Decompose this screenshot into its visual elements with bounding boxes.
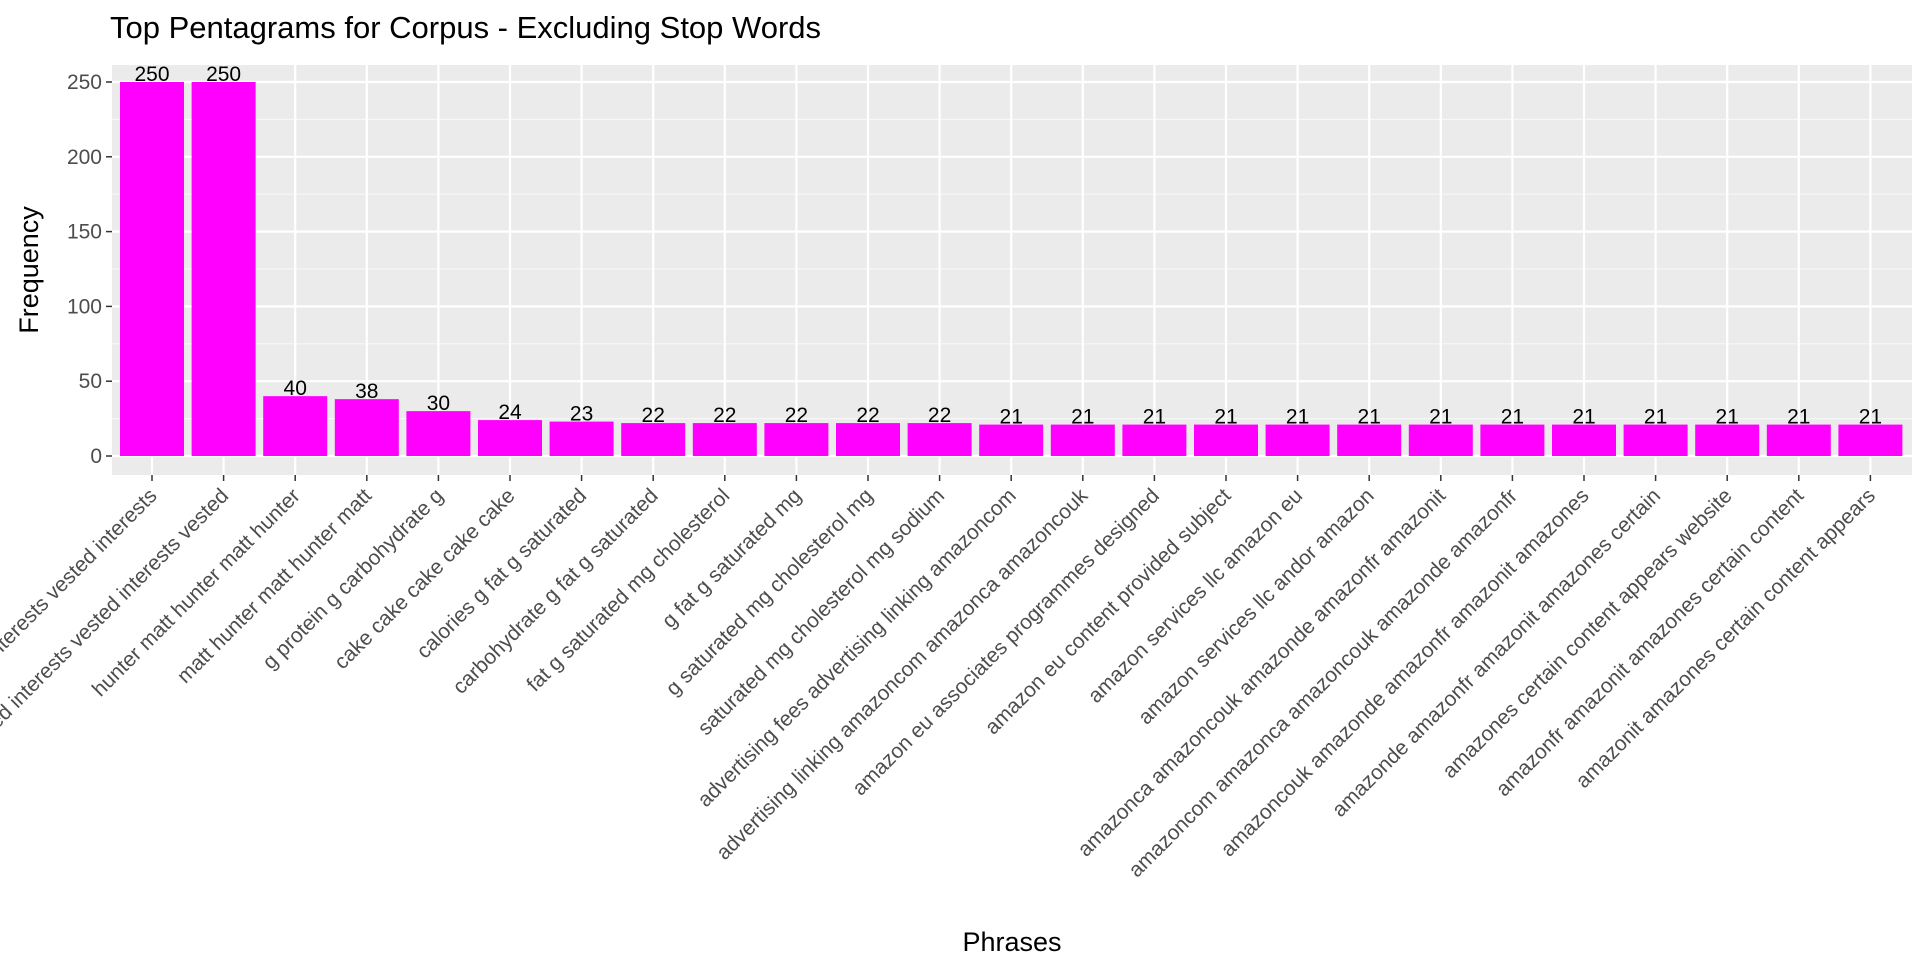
bar-value-label: 40	[284, 377, 307, 400]
bar-value-label: 21	[1214, 406, 1237, 429]
bar	[406, 411, 471, 456]
y-tick-label: 0	[90, 445, 102, 468]
bar-value-label: 21	[1143, 406, 1166, 429]
bar-value-label: 21	[1429, 406, 1452, 429]
bar-value-label: 250	[134, 63, 169, 86]
y-axis-title: Frequency	[14, 206, 44, 334]
bar-value-label: 21	[1716, 406, 1739, 429]
y-tick-label: 200	[67, 146, 102, 169]
x-tick-label: amazonde amazonfr amazonit amazones cert…	[1328, 484, 1665, 821]
x-tick-label: g fat g saturated mg	[658, 484, 806, 632]
bar-value-label: 21	[1787, 406, 1810, 429]
bar-value-label: 250	[206, 63, 241, 86]
bar	[120, 82, 184, 456]
bar-value-label: 22	[642, 404, 665, 427]
bar-value-label: 22	[713, 404, 736, 427]
bar-value-label: 24	[498, 401, 522, 424]
bar	[1337, 424, 1402, 456]
bar	[764, 423, 829, 456]
bar-value-label: 21	[1000, 406, 1023, 429]
bar	[1623, 424, 1688, 456]
bar-value-label: 22	[785, 404, 808, 427]
bar-value-label: 23	[570, 403, 593, 426]
bar-value-label: 21	[1286, 406, 1309, 429]
bar	[1265, 424, 1330, 456]
bar	[1408, 424, 1473, 456]
bar-value-label: 38	[355, 380, 378, 403]
bar	[1480, 424, 1545, 456]
x-tick-label: saturated mg cholesterol mg sodium	[694, 484, 950, 740]
y-tick-label: 250	[67, 71, 102, 94]
data-labels: 250 250 40 38 30 24 23 22 22 22 22 22 21 21 21 21 21 21 21…	[134, 63, 1882, 429]
bar-value-label: 21	[1358, 406, 1381, 429]
bar-value-label: 21	[1501, 406, 1524, 429]
bar	[979, 424, 1044, 456]
bar	[1194, 424, 1258, 456]
bar	[1838, 424, 1903, 456]
bar	[478, 420, 542, 456]
x-axis: interests vested interests vested intere…	[0, 475, 1880, 882]
bar	[836, 423, 900, 456]
bar	[549, 421, 614, 456]
bar	[263, 396, 328, 456]
chart-title: Top Pentagrams for Corpus - Excluding St…	[110, 10, 822, 45]
y-tick-label: 100	[67, 295, 102, 318]
bar-value-label: 21	[1859, 406, 1882, 429]
x-axis-title: Phrases	[962, 927, 1061, 957]
y-axis: 0 50 100 150 200 250	[67, 71, 112, 468]
bar-value-label: 30	[427, 392, 450, 415]
bar	[191, 82, 256, 456]
y-tick-label: 150	[67, 221, 102, 244]
bar	[1122, 424, 1187, 456]
bar-value-label: 22	[928, 404, 951, 427]
bar	[907, 423, 972, 456]
bar	[1695, 424, 1760, 456]
bar	[1552, 424, 1616, 456]
bars	[120, 82, 1903, 456]
bar	[621, 423, 686, 456]
bar	[1766, 424, 1831, 456]
y-tick-label: 50	[79, 370, 102, 393]
bar-value-label: 21	[1644, 406, 1667, 429]
bar	[692, 423, 757, 456]
bar	[1050, 424, 1115, 456]
bar-value-label: 22	[856, 404, 879, 427]
bar-value-label: 21	[1572, 406, 1595, 429]
bar	[334, 399, 399, 456]
bar-value-label: 21	[1071, 406, 1094, 429]
